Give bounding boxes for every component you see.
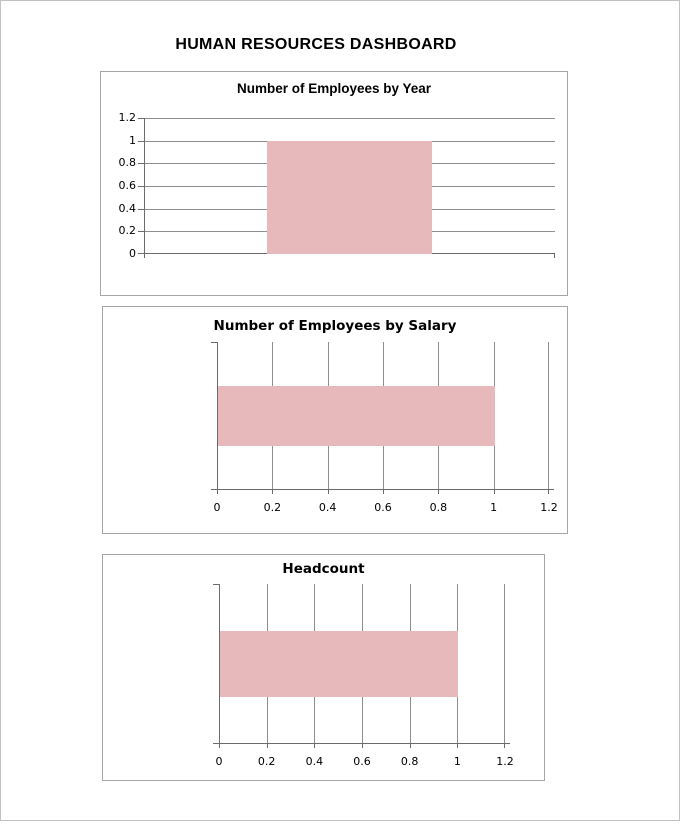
- chart-employees-by-year: Number of Employees by Year 0 0.2 0.4 0.6 0.…: [100, 71, 568, 296]
- axis-tick: [548, 490, 549, 494]
- axis-tick: [383, 490, 384, 494]
- plot-area-employees-by-year: 0 0.2 0.4 0.6 0.8 1 1.2: [119, 111, 555, 260]
- axis-tick: [219, 744, 220, 748]
- gridline: [504, 584, 505, 744]
- tick-label: 0.8: [400, 755, 419, 768]
- tick-label: 0: [129, 247, 136, 260]
- category-tick: [213, 743, 219, 744]
- category-tick: [554, 254, 555, 258]
- axis-tick: [409, 744, 411, 748]
- category-tick: [211, 489, 217, 490]
- gridline: [144, 118, 555, 119]
- value-axis: [144, 118, 145, 258]
- axis-tick: [327, 490, 329, 494]
- tick-label: 0: [213, 501, 221, 514]
- axis-tick: [438, 490, 440, 494]
- bar-employees: [218, 385, 495, 447]
- tick-label: 1: [129, 133, 136, 147]
- chart-title-headcount: Headcount: [282, 561, 365, 577]
- chart-headcount: Headcount 0 0.2 0.4 0.6 0.8 1 1.2: [102, 554, 545, 781]
- bar-headcount: [220, 631, 459, 697]
- tick-label: 1: [490, 501, 498, 514]
- axis-tick: [138, 140, 144, 142]
- chart-title-employees-by-salary: Number of Employees by Salary: [213, 318, 457, 334]
- tick-label: 0.4: [318, 501, 337, 514]
- value-axis: [211, 489, 554, 490]
- axis-tick: [138, 208, 144, 210]
- bar-employees: [267, 140, 432, 254]
- chart-title-employees-by-year: Number of Employees by Year: [236, 81, 432, 96]
- axis-tick: [138, 253, 144, 254]
- tick-label: 0.8: [429, 501, 448, 514]
- axis-tick: [493, 490, 495, 494]
- axis-tick: [314, 744, 316, 748]
- axis-tick: [272, 490, 274, 494]
- tick-label: 0.2: [257, 755, 276, 768]
- axis-tick: [457, 744, 459, 748]
- tick-label: 0.6: [353, 755, 371, 768]
- axis-tick: [217, 490, 218, 494]
- plot-area-headcount: 0 0.2 0.4 0.6 0.8 1 1.2: [213, 584, 514, 768]
- tick-label: 0.2: [263, 501, 282, 514]
- tick-label: 0.4: [118, 201, 137, 215]
- value-axis: [213, 743, 510, 744]
- chart-employees-by-salary: Number of Employees by Salary 0 0.2 0.4 0.6…: [102, 306, 568, 534]
- axis-tick: [138, 118, 144, 119]
- category-axis: [219, 584, 220, 744]
- tick-label: 0.6: [118, 179, 137, 192]
- tick-label: 0.4: [305, 755, 324, 768]
- page-title: HUMAN RESOURCES DASHBOARD: [175, 36, 457, 53]
- category-tick: [211, 342, 217, 343]
- gridline: [548, 342, 549, 490]
- axis-tick: [504, 744, 505, 748]
- axis-tick: [138, 231, 144, 233]
- tick-label: 0.6: [374, 501, 392, 514]
- axis-tick: [266, 744, 268, 748]
- tick-label: 1.2: [540, 501, 558, 514]
- category-tick: [213, 584, 219, 585]
- plot-area-employees-by-salary: 0 0.2 0.4 0.6 0.8 1 1.2: [211, 342, 558, 514]
- axis-tick: [362, 744, 363, 748]
- tick-label: 1.2: [118, 111, 137, 124]
- category-tick: [144, 254, 145, 258]
- tick-label: 0: [215, 755, 223, 768]
- tick-label: 0.8: [118, 156, 137, 170]
- category-axis: [217, 342, 218, 490]
- tick-label: 1: [453, 755, 461, 768]
- axis-tick: [138, 186, 144, 187]
- axis-tick: [138, 163, 144, 165]
- tick-label: 1.2: [496, 755, 514, 768]
- tick-label: 0.2: [118, 224, 137, 238]
